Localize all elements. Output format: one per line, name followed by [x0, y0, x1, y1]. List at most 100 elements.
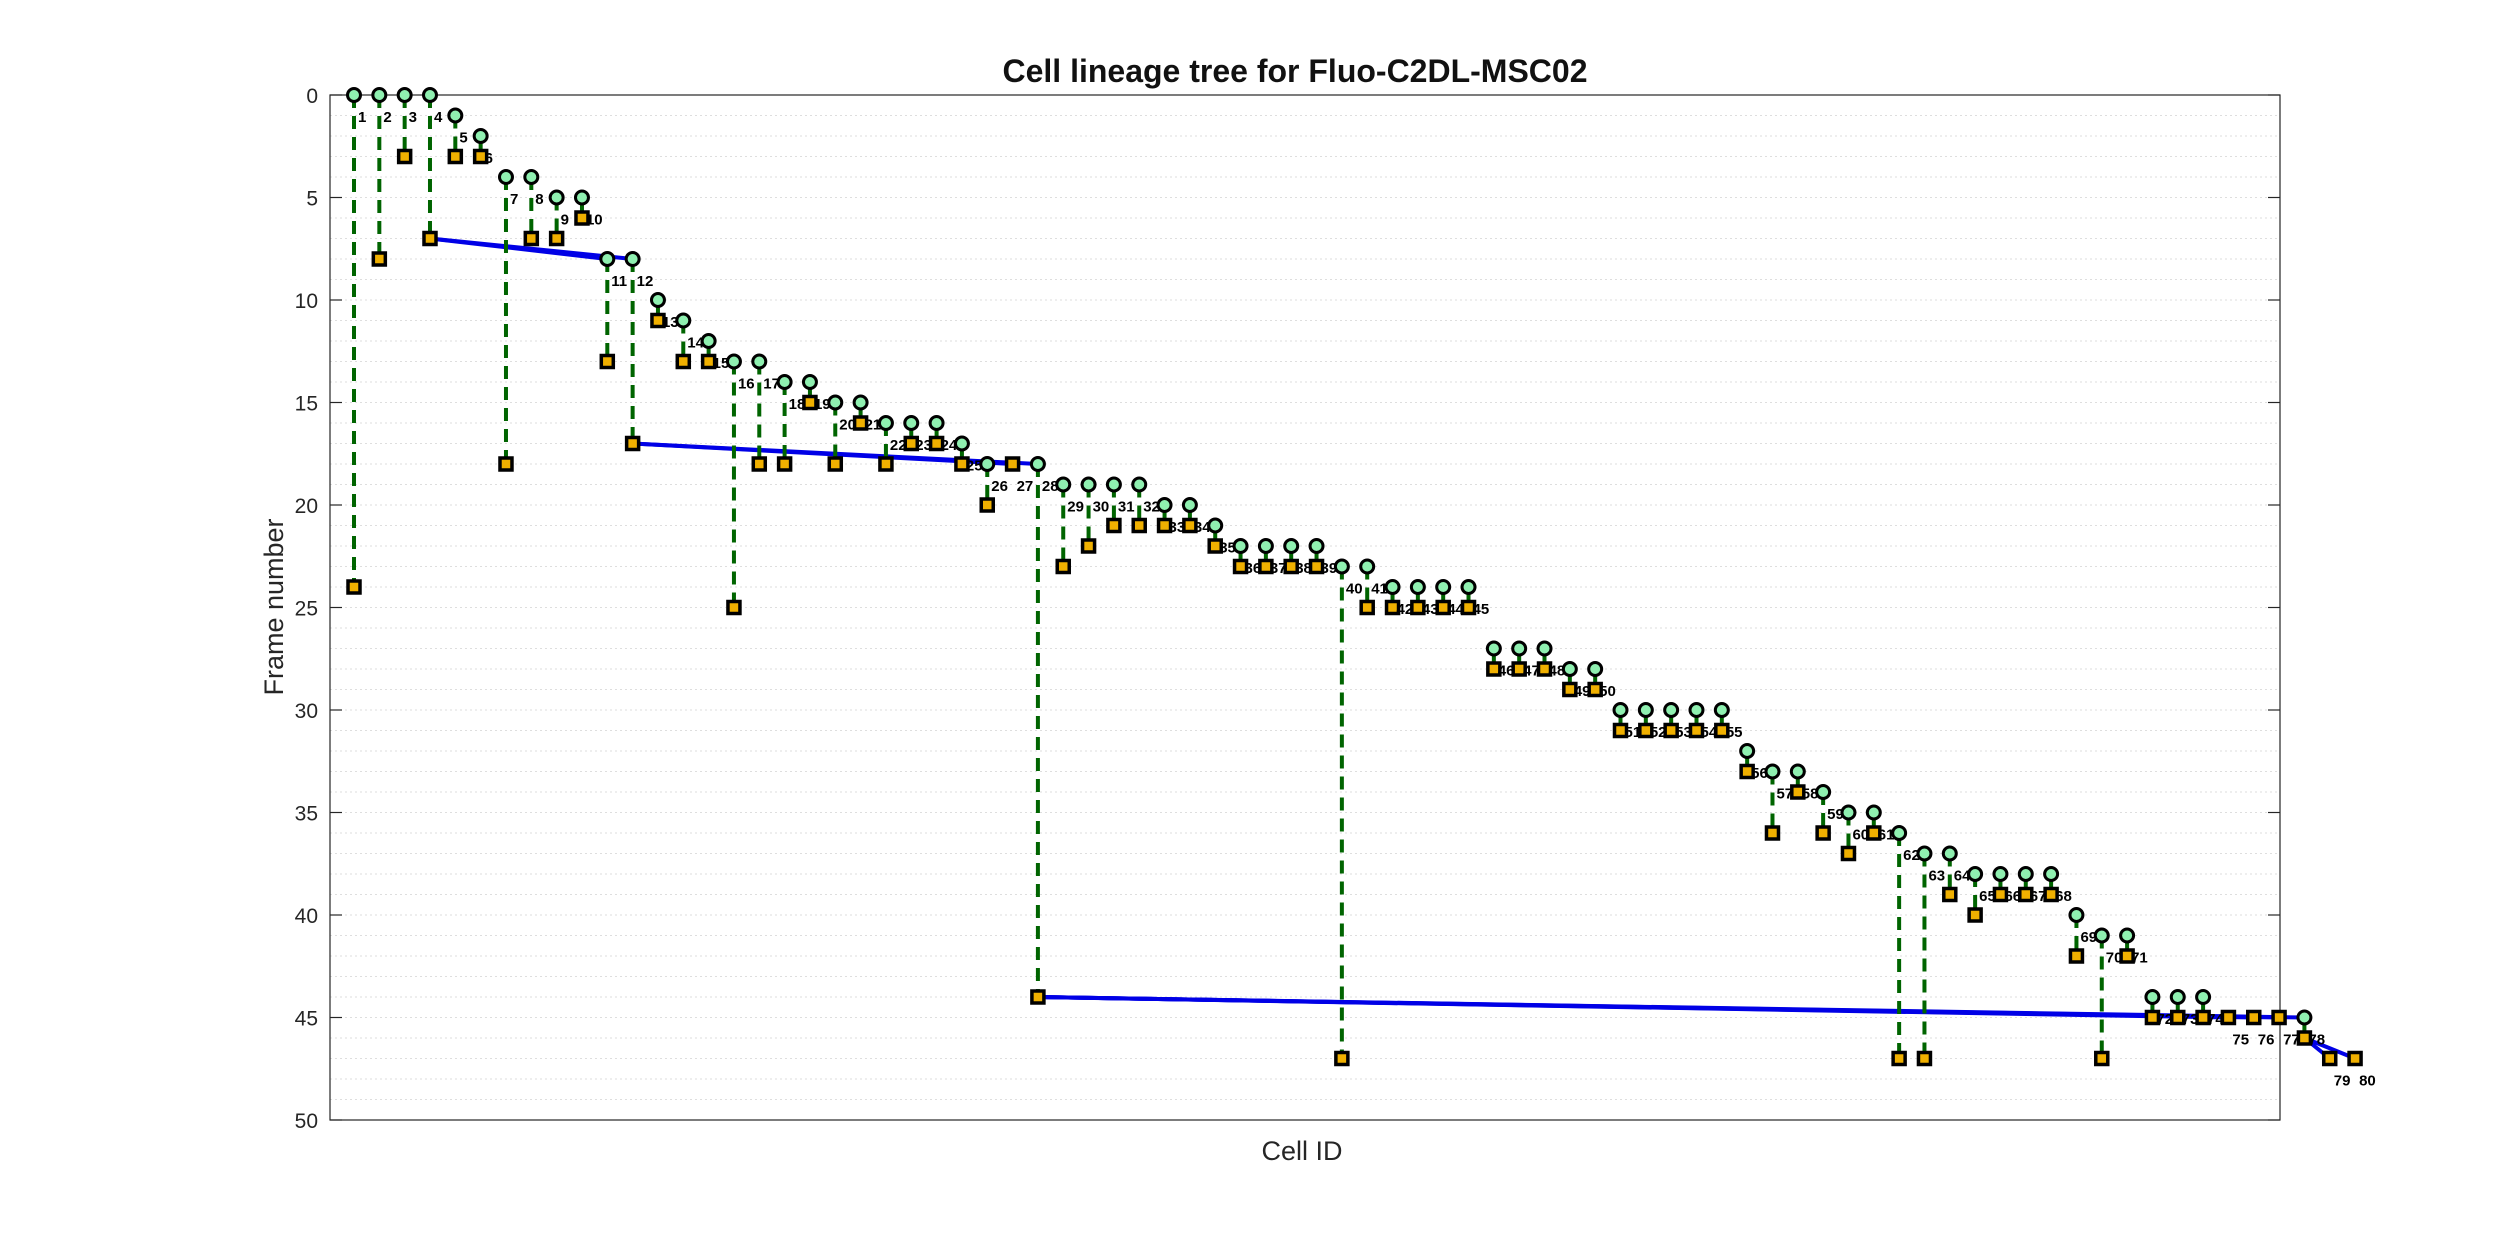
cell-end-marker-56	[1739, 763, 1755, 780]
cell-label-25: 25	[966, 458, 983, 475]
cell-end-marker-46	[1486, 661, 1502, 677]
cell-start-marker-50	[1587, 661, 1604, 677]
cell-end-marker-15	[700, 353, 717, 370]
cell-end-marker-16	[726, 599, 742, 616]
cell-start-marker-74	[2195, 989, 2212, 1005]
cell-end-marker-80	[2347, 1050, 2363, 1067]
cell-end-marker-79	[2321, 1050, 2338, 1067]
cell-label-19: 19	[814, 396, 831, 413]
cell-label-7: 7	[510, 191, 518, 208]
cell-end-marker-39	[1308, 558, 1325, 575]
cell-end-marker-35	[1207, 538, 1223, 554]
cell-label-12: 12	[637, 273, 654, 290]
cell-label-31: 31	[1118, 499, 1135, 516]
cell-label-18: 18	[789, 396, 806, 413]
cell-start-marker-70	[2093, 927, 2110, 944]
cell-start-marker-65	[1967, 866, 1984, 882]
cell-end-marker-42	[1384, 599, 1401, 616]
cell-start-marker-19	[801, 374, 818, 390]
cell-start-marker-35	[1207, 517, 1224, 534]
cell-start-marker-46	[1485, 640, 1502, 657]
cell-start-marker-31	[1105, 476, 1122, 493]
cell-start-marker-29	[1055, 476, 1072, 493]
cell-label-58: 58	[1802, 786, 1819, 803]
cell-label-4: 4	[434, 109, 443, 126]
cell-label-38: 38	[1295, 560, 1312, 577]
cell-end-marker-12	[624, 435, 641, 452]
cell-end-marker-20	[827, 456, 844, 472]
y-tick-label: 5	[306, 188, 318, 211]
cell-start-marker-53	[1663, 702, 1680, 718]
cell-label-53: 53	[1675, 724, 1692, 741]
cell-end-marker-67	[2018, 886, 2034, 903]
cell-label-75: 75	[2232, 1032, 2249, 1049]
cell-end-marker-6	[472, 148, 489, 165]
cell-label-76: 76	[2258, 1032, 2275, 1049]
cell-start-marker-68	[2043, 866, 2060, 882]
cell-label-74: 74	[2207, 1011, 2224, 1028]
cell-start-marker-66	[1992, 866, 2009, 882]
cell-label-45: 45	[1473, 601, 1490, 618]
cell-label-57: 57	[1776, 786, 1793, 803]
cell-label-16: 16	[738, 376, 755, 393]
cell-start-marker-12	[624, 251, 641, 267]
cell-start-marker-21	[852, 394, 869, 411]
cell-end-marker-44	[1435, 599, 1451, 616]
cell-end-marker-65	[1967, 907, 1983, 923]
cell-end-marker-62	[1891, 1050, 1907, 1067]
cell-end-marker-47	[1511, 661, 1527, 677]
cell-label-73: 73	[2182, 1011, 2199, 1028]
cell-end-marker-63	[1916, 1050, 1933, 1067]
cell-start-marker-1	[346, 87, 362, 103]
cell-start-marker-7	[497, 169, 514, 185]
cell-end-marker-32	[1131, 517, 1147, 534]
cell-end-marker-26	[979, 497, 995, 513]
cell-end-marker-17	[751, 456, 768, 472]
cell-end-marker-2	[371, 251, 388, 267]
cell-end-marker-41	[1359, 599, 1375, 616]
cell-label-67: 67	[2030, 888, 2047, 905]
division-link-12	[429, 236, 633, 261]
y-tick-label: 40	[295, 905, 318, 928]
y-tick-label: 0	[306, 85, 318, 108]
cell-start-marker-17	[751, 353, 768, 370]
cell-label-63: 63	[1928, 868, 1945, 885]
cell-end-marker-58	[1790, 784, 1806, 800]
cell-label-23: 23	[915, 437, 932, 454]
cell-end-marker-59	[1815, 825, 1831, 841]
cell-start-marker-41	[1359, 558, 1376, 575]
cell-label-21: 21	[865, 417, 882, 434]
cell-end-marker-38	[1283, 558, 1299, 575]
cell-start-marker-54	[1688, 702, 1705, 718]
cell-end-marker-10	[574, 210, 590, 226]
cell-end-marker-7	[498, 456, 514, 472]
cell-end-marker-75	[2220, 1009, 2237, 1026]
cell-label-47: 47	[1523, 663, 1540, 680]
cell-start-marker-52	[1637, 702, 1654, 718]
cell-end-marker-13	[650, 312, 666, 329]
cell-label-26: 26	[991, 478, 1008, 495]
cell-label-34: 34	[1194, 519, 1211, 536]
cell-start-marker-8	[523, 169, 540, 185]
cell-end-marker-22	[878, 456, 894, 472]
cell-label-29: 29	[1067, 499, 1084, 516]
cell-start-marker-36	[1232, 538, 1249, 554]
cell-label-72: 72	[2156, 1011, 2173, 1028]
cell-label-80: 80	[2359, 1073, 2376, 1090]
cell-label-71: 71	[2131, 950, 2148, 967]
cell-label-61: 61	[1878, 827, 1895, 844]
cell-start-marker-59	[1815, 784, 1832, 800]
cell-end-marker-33	[1156, 517, 1173, 534]
cell-start-marker-26	[979, 456, 996, 472]
cell-end-marker-77	[2271, 1009, 2287, 1026]
cell-start-marker-64	[1941, 845, 1958, 862]
cell-start-marker-47	[1511, 640, 1528, 657]
cell-start-marker-24	[928, 415, 945, 431]
cell-start-marker-42	[1384, 579, 1401, 595]
cell-label-43: 43	[1422, 601, 1439, 618]
cell-end-marker-72	[2144, 1009, 2161, 1026]
cell-start-marker-44	[1435, 579, 1452, 595]
cell-end-marker-43	[1410, 599, 1426, 616]
